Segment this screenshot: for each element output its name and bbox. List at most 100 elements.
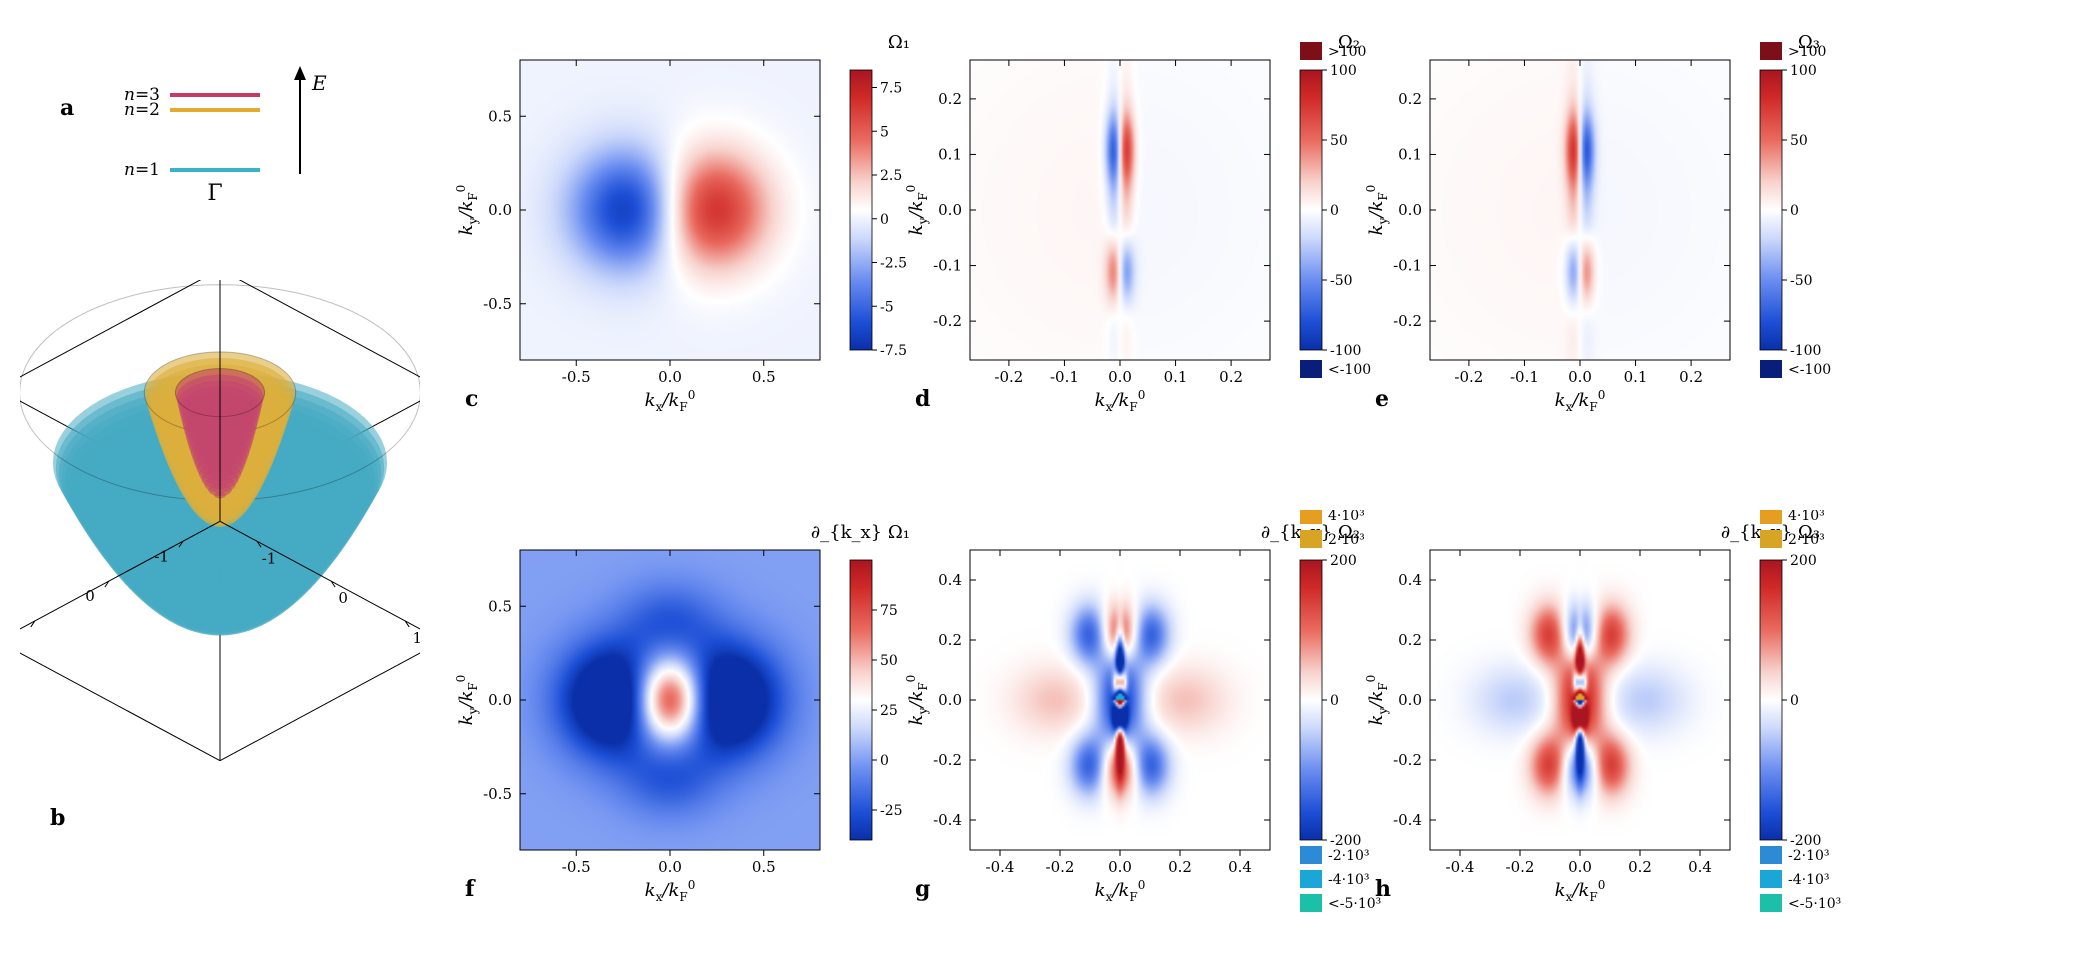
svg-text:100: 100 [1330,63,1357,79]
panel-h: -0.4-0.20.00.20.4-0.4-0.20.00.20.4kx/kF0… [1360,510,1890,930]
svg-text:0.5: 0.5 [488,107,512,125]
svg-text:0.1: 0.1 [1624,368,1648,386]
svg-text:5: 5 [880,124,889,140]
level-label-n=3: n=3 [124,85,160,105]
svg-text:0: 0 [1330,203,1339,219]
svg-text:-0.4: -0.4 [933,811,962,829]
svg-text:0.0: 0.0 [658,368,682,386]
svg-text:0: 0 [85,587,95,605]
panel-label: e [1375,386,1389,412]
xlabel: kx/kF0 [645,878,696,904]
svg-text:-0.5: -0.5 [562,368,591,386]
svg-text:0.0: 0.0 [488,201,512,219]
svg-text:Γ: Γ [207,181,222,206]
svg-text:0.0: 0.0 [1108,858,1132,876]
svg-text:ky/kF0: ky/kF0 [904,185,930,236]
svg-text:-4·10³: -4·10³ [1788,872,1830,888]
svg-text:-200: -200 [1330,833,1361,849]
svg-text:0.0: 0.0 [938,691,962,709]
svg-text:ky/kF0: ky/kF0 [454,185,480,236]
svg-text:25: 25 [880,703,898,719]
svg-text:-0.2: -0.2 [1393,751,1422,769]
svg-text:-0.2: -0.2 [1046,858,1075,876]
svg-text:7.5: 7.5 [880,81,902,97]
svg-text:-1: -1 [154,547,169,565]
svg-text:0: 0 [338,589,348,607]
svg-text:-0.4: -0.4 [1393,811,1422,829]
svg-text:0.2: 0.2 [938,631,962,649]
svg-text:ky/kF0: ky/kF0 [904,675,930,726]
svg-text:0.2: 0.2 [1398,90,1422,108]
svg-text:4·10³: 4·10³ [1788,510,1825,524]
svg-text:50: 50 [1790,133,1808,149]
svg-text:200: 200 [1790,553,1817,569]
svg-text:0: 0 [1330,693,1339,709]
svg-text:E: E [311,71,327,95]
svg-text:1: 1 [412,629,420,647]
svg-text:0: 0 [880,753,889,769]
svg-text:0.2: 0.2 [1168,858,1192,876]
svg-text:0.5: 0.5 [488,597,512,615]
xlabel: kx/kF0 [1095,878,1146,904]
svg-text:0.1: 0.1 [1398,145,1422,163]
level-label-n=1: n=1 [124,160,160,180]
svg-text:-0.4: -0.4 [986,858,1015,876]
svg-text:0.2: 0.2 [1219,368,1243,386]
panel-d: -0.2-0.10.00.10.2-0.2-0.10.00.10.2kx/kF0… [900,20,1430,440]
svg-text:-2·10³: -2·10³ [1788,848,1830,864]
svg-text:-0.2: -0.2 [933,751,962,769]
svg-text:<-5·10³: <-5·10³ [1788,896,1841,912]
svg-text:0.0: 0.0 [1568,368,1592,386]
svg-text:a: a [60,95,74,121]
svg-text:-50: -50 [1790,273,1813,289]
xlabel: kx/kF0 [645,388,696,414]
svg-text:-0.1: -0.1 [933,257,962,275]
svg-text:0: 0 [1790,203,1799,219]
svg-text:0.4: 0.4 [1398,571,1422,589]
svg-text:-0.2: -0.2 [933,312,962,330]
svg-text:-0.2: -0.2 [1506,858,1535,876]
svg-text:ky/kF0: ky/kF0 [1364,185,1390,236]
svg-text:0.2: 0.2 [1628,858,1652,876]
svg-text:2.5: 2.5 [880,168,902,184]
svg-text:-0.4: -0.4 [1446,858,1475,876]
svg-text:-0.5: -0.5 [483,785,512,803]
svg-text:200: 200 [1330,553,1357,569]
svg-text:0.0: 0.0 [938,201,962,219]
panel-label: d [915,386,930,412]
svg-text:b: b [50,805,65,831]
svg-text:-0.1: -0.1 [1050,368,1079,386]
panel-label: h [1375,876,1391,902]
svg-text:0.2: 0.2 [938,90,962,108]
svg-text:-0.5: -0.5 [562,858,591,876]
svg-text:ky/kF0: ky/kF0 [454,675,480,726]
panel-label: f [465,876,476,902]
panel-title: ∂_{k_x} Ω₁ [811,522,910,543]
xlabel: kx/kF0 [1555,878,1606,904]
panel-a: an=1n=2n=3EΓ [60,20,380,220]
svg-text:0: 0 [1790,693,1799,709]
svg-text:0.4: 0.4 [1228,858,1252,876]
svg-text:-0.2: -0.2 [1454,368,1483,386]
svg-text:-0.2: -0.2 [994,368,1023,386]
svg-text:0.5: 0.5 [752,858,776,876]
svg-text:0.1: 0.1 [938,145,962,163]
svg-text:>100: >100 [1788,44,1826,60]
svg-text:1: 1 [20,627,21,645]
svg-text:-1: -1 [262,549,277,567]
svg-text:<-100: <-100 [1788,362,1831,378]
svg-text:-0.2: -0.2 [1393,312,1422,330]
svg-text:0.0: 0.0 [1568,858,1592,876]
svg-text:0.5: 0.5 [752,368,776,386]
svg-text:50: 50 [1330,133,1348,149]
svg-text:-5: -5 [880,299,894,315]
panel-label: c [465,386,478,412]
panel-label: g [915,876,930,902]
svg-text:0.2: 0.2 [1398,631,1422,649]
panel-b: b-101-101-0.50.00.5kx/kF0ky/kF0E/ℰ0 [20,280,420,840]
svg-text:-0.1: -0.1 [1510,368,1539,386]
svg-text:2·10³: 2·10³ [1788,532,1825,548]
svg-text:-100: -100 [1790,343,1821,359]
svg-text:0.4: 0.4 [938,571,962,589]
svg-text:ky/kF0: ky/kF0 [1364,675,1390,726]
